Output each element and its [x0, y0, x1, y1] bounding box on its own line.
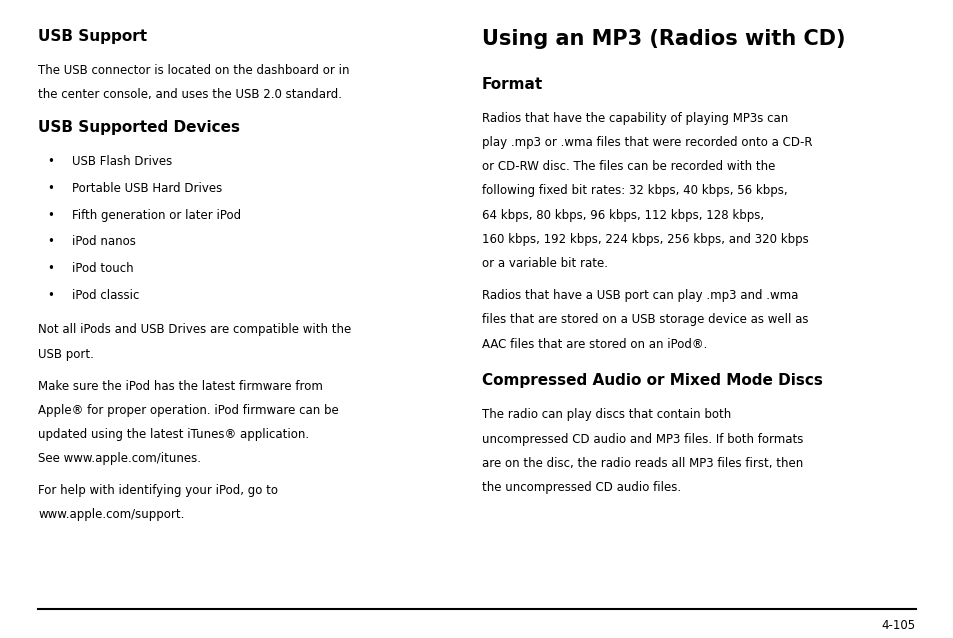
Text: Make sure the iPod has the latest firmware from: Make sure the iPod has the latest firmwa…: [38, 380, 323, 392]
Text: Radios that have the capability of playing MP3s can: Radios that have the capability of playi…: [481, 112, 787, 124]
Text: •: •: [48, 289, 54, 302]
Text: are on the disc, the radio reads all MP3 files first, then: are on the disc, the radio reads all MP3…: [481, 457, 802, 470]
Text: iPod nanos: iPod nanos: [71, 235, 135, 248]
Text: Apple® for proper operation. iPod firmware can be: Apple® for proper operation. iPod firmwa…: [38, 404, 338, 417]
Text: •: •: [48, 155, 54, 168]
Text: •: •: [48, 209, 54, 221]
Text: updated using the latest iTunes® application.: updated using the latest iTunes® applica…: [38, 428, 309, 441]
Text: AAC files that are stored on an iPod®.: AAC files that are stored on an iPod®.: [481, 338, 706, 350]
Text: following fixed bit rates: 32 kbps, 40 kbps, 56 kbps,: following fixed bit rates: 32 kbps, 40 k…: [481, 184, 786, 197]
Text: •: •: [48, 235, 54, 248]
Text: Not all iPods and USB Drives are compatible with the: Not all iPods and USB Drives are compati…: [38, 323, 351, 336]
Text: 160 kbps, 192 kbps, 224 kbps, 256 kbps, and 320 kbps: 160 kbps, 192 kbps, 224 kbps, 256 kbps, …: [481, 233, 808, 246]
Text: play .mp3 or .wma files that were recorded onto a CD-R: play .mp3 or .wma files that were record…: [481, 136, 811, 149]
Text: uncompressed CD audio and MP3 files. If both formats: uncompressed CD audio and MP3 files. If …: [481, 433, 802, 445]
Text: Using an MP3 (Radios with CD): Using an MP3 (Radios with CD): [481, 29, 844, 48]
Text: See www.apple.com/itunes.: See www.apple.com/itunes.: [38, 452, 201, 465]
Text: the center console, and uses the USB 2.0 standard.: the center console, and uses the USB 2.0…: [38, 88, 342, 101]
Text: •: •: [48, 182, 54, 195]
Text: Format: Format: [481, 77, 542, 92]
Text: The USB connector is located on the dashboard or in: The USB connector is located on the dash…: [38, 64, 350, 77]
Text: or a variable bit rate.: or a variable bit rate.: [481, 257, 607, 270]
Text: For help with identifying your iPod, go to: For help with identifying your iPod, go …: [38, 484, 278, 497]
Text: iPod touch: iPod touch: [71, 262, 133, 275]
Text: Fifth generation or later iPod: Fifth generation or later iPod: [71, 209, 240, 221]
Text: iPod classic: iPod classic: [71, 289, 139, 302]
Text: USB Supported Devices: USB Supported Devices: [38, 120, 240, 135]
Text: •: •: [48, 262, 54, 275]
Text: The radio can play discs that contain both: The radio can play discs that contain bo…: [481, 408, 730, 421]
Text: 4-105: 4-105: [881, 619, 915, 632]
Text: USB Support: USB Support: [38, 29, 147, 44]
Text: USB Flash Drives: USB Flash Drives: [71, 155, 172, 168]
Text: www.apple.com/support.: www.apple.com/support.: [38, 508, 184, 521]
Text: USB port.: USB port.: [38, 348, 94, 360]
Text: Radios that have a USB port can play .mp3 and .wma: Radios that have a USB port can play .mp…: [481, 289, 798, 302]
Text: Portable USB Hard Drives: Portable USB Hard Drives: [71, 182, 221, 195]
Text: Compressed Audio or Mixed Mode Discs: Compressed Audio or Mixed Mode Discs: [481, 373, 821, 389]
Text: or CD-RW disc. The files can be recorded with the: or CD-RW disc. The files can be recorded…: [481, 160, 775, 173]
Text: 64 kbps, 80 kbps, 96 kbps, 112 kbps, 128 kbps,: 64 kbps, 80 kbps, 96 kbps, 112 kbps, 128…: [481, 209, 763, 221]
Text: files that are stored on a USB storage device as well as: files that are stored on a USB storage d…: [481, 313, 807, 326]
Text: the uncompressed CD audio files.: the uncompressed CD audio files.: [481, 481, 680, 494]
